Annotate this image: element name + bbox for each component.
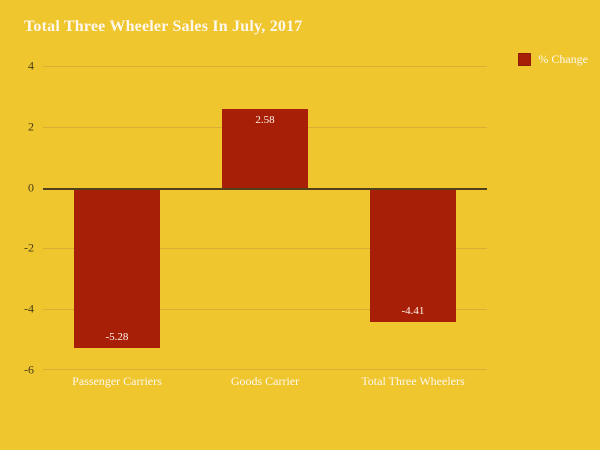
legend-label-percent-change: % Change (538, 52, 588, 66)
bar-value-passenger-carriers: -5.28 (105, 331, 129, 344)
bar-value-total-three-wheelers: -4.41 (401, 304, 425, 317)
bar-goods-carrier[interactable]: 2.58 (222, 109, 308, 188)
x-axis-tick-labels: Passenger Carriers Goods Carrier Total T… (43, 374, 487, 394)
bar-total-three-wheelers[interactable]: -4.41 (370, 187, 456, 322)
y-tick-minus-6: -6 (24, 362, 34, 377)
x-tick-passenger-carriers: Passenger Carriers (72, 374, 162, 388)
x-tick-total-three-wheelers: Total Three Wheelers (361, 374, 465, 388)
gridline-minus-4 (43, 309, 487, 311)
plot-area: -5.28 2.58 -4.41 (43, 66, 487, 370)
zero-axis-line (43, 187, 487, 190)
gridline-minus-2 (43, 248, 487, 250)
bar-value-goods-carrier: 2.58 (255, 114, 275, 127)
legend-swatch-percent-change (518, 53, 532, 66)
chart-legend: % Change (518, 52, 588, 67)
gridline-4 (43, 66, 487, 67)
y-tick-4: 4 (28, 58, 34, 73)
chart-title: Total Three Wheeler Sales In July, 2017 (24, 18, 303, 35)
gridline-minus-6 (43, 369, 487, 370)
y-tick-minus-4: -4 (24, 301, 34, 316)
y-tick-2: 2 (28, 119, 34, 134)
y-tick-0: 0 (28, 180, 34, 195)
y-tick-minus-2: -2 (24, 240, 34, 255)
bar-passenger-carriers[interactable]: -5.28 (74, 187, 160, 349)
x-tick-goods-carrier: Goods Carrier (230, 374, 300, 388)
y-axis-tick-labels: 4 2 0 -2 -4 -6 (0, 59, 38, 377)
